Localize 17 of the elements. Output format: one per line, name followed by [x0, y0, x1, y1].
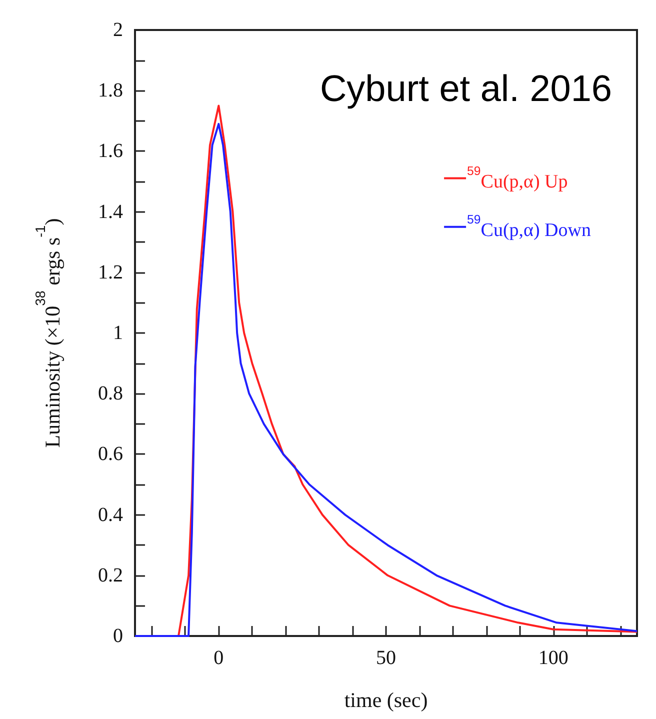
y-tick-label: 0 — [113, 625, 123, 647]
x-tick-label: 100 — [538, 647, 568, 669]
y-tick-label: 1.4 — [98, 200, 123, 223]
y-tick-label: 1.6 — [98, 140, 123, 162]
annotation: Cyburt et al. 2016 — [320, 68, 612, 109]
y-tick-label: 2 — [113, 19, 123, 41]
y-tick-label: 1.8 — [98, 80, 123, 102]
y-tick-label: 1.2 — [98, 261, 123, 284]
y-tick-label: 0.2 — [98, 564, 123, 586]
y-tick-label: 1 — [113, 322, 123, 344]
x-tick-label: 50 — [376, 647, 396, 669]
x-tick-label: 0 — [214, 647, 224, 669]
y-tick-label: 0.8 — [98, 382, 123, 405]
y-tick-label: 0.4 — [98, 504, 123, 526]
y-axis-title: Luminosity (×1038 ergs s-1) — [33, 218, 64, 448]
x-axis-title: time (sec) — [344, 688, 428, 712]
y-tick-label: 0.6 — [98, 443, 123, 466]
